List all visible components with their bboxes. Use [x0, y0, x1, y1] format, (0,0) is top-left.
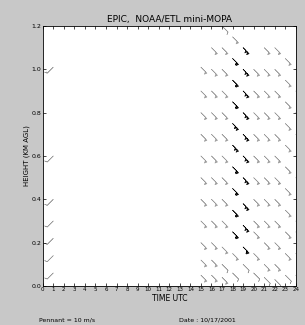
Text: Date : 10/17/2001: Date : 10/17/2001 — [179, 317, 236, 322]
X-axis label: TIME UTC: TIME UTC — [152, 294, 187, 303]
Title: EPIC,  NOAA/ETL mini-MOPA: EPIC, NOAA/ETL mini-MOPA — [107, 15, 232, 24]
Text: Pennant = 10 m/s: Pennant = 10 m/s — [39, 317, 95, 322]
Y-axis label: HEIGHT (KM AGL): HEIGHT (KM AGL) — [23, 125, 30, 187]
